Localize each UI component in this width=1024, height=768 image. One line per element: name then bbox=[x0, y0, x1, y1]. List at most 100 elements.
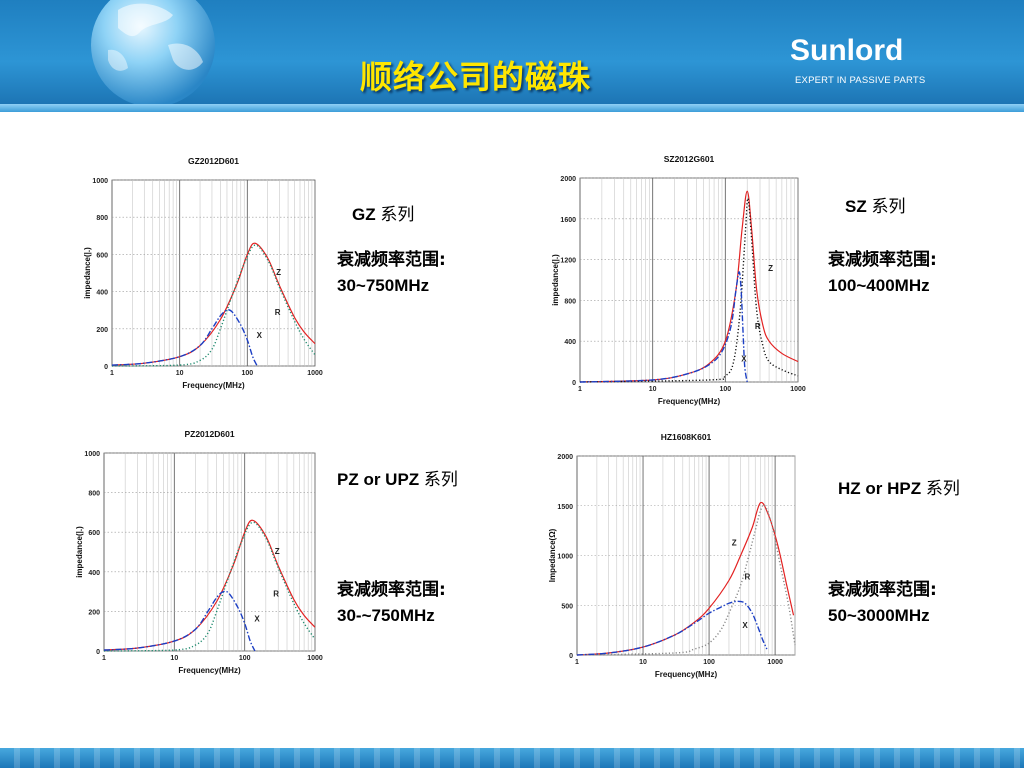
series-name: GZ bbox=[352, 205, 376, 224]
range-value: 30~750MHz bbox=[337, 276, 430, 295]
range-value: 30-~750MHz bbox=[337, 606, 435, 625]
series-name: PZ or UPZ bbox=[337, 470, 420, 489]
curve-label-r: R bbox=[755, 322, 761, 331]
series-r-line bbox=[576, 504, 796, 656]
x-tick-label: 1000 bbox=[790, 386, 806, 393]
y-tick-label: 800 bbox=[88, 491, 100, 498]
x-axis-label: Frequency(MHz) bbox=[658, 397, 721, 406]
series-r-line bbox=[579, 197, 799, 383]
y-tick-label: 1000 bbox=[84, 451, 100, 458]
series-suffix: 系列 bbox=[380, 205, 415, 225]
x-tick-label: 1 bbox=[575, 659, 579, 666]
y-tick-label: 400 bbox=[96, 290, 108, 297]
x-axis-label: Frequency(MHz) bbox=[178, 666, 241, 675]
series-name: SZ bbox=[845, 197, 867, 216]
chart-title: SZ2012G601 bbox=[664, 154, 715, 164]
y-axis-label: Impedance(Ω) bbox=[548, 528, 557, 582]
plot-area bbox=[579, 177, 799, 383]
x-tick-label: 1 bbox=[102, 655, 106, 662]
x-tick-label: 100 bbox=[241, 370, 253, 377]
series-label-gz: GZ 系列 bbox=[352, 200, 414, 225]
range-value: 100~400MHz bbox=[828, 276, 930, 295]
y-axis-label: impedance(|.) bbox=[83, 247, 92, 299]
curve-label-z: Z bbox=[276, 268, 281, 277]
range-block-hz: 衰减频率范围: 50~3000MHz bbox=[828, 577, 937, 629]
curve-label-r: R bbox=[275, 308, 281, 317]
series-r-line bbox=[111, 244, 316, 367]
plot-area bbox=[103, 452, 316, 652]
x-axis-label: Frequency(MHz) bbox=[655, 670, 718, 679]
y-tick-label: 400 bbox=[564, 339, 576, 346]
y-tick-label: 2000 bbox=[560, 176, 576, 183]
x-tick-label: 100 bbox=[239, 655, 251, 662]
x-tick-label: 1000 bbox=[767, 659, 783, 666]
y-tick-label: 0 bbox=[572, 380, 576, 387]
y-axis-label: impedance(|.) bbox=[75, 526, 84, 578]
x-tick-label: 1 bbox=[578, 386, 582, 393]
header-divider bbox=[0, 104, 1024, 112]
y-tick-label: 400 bbox=[88, 570, 100, 577]
chart-hz1608k601: 0 500 1000 1500 2000 1 10 100 1000 HZ1608K601 Freq… bbox=[548, 432, 796, 679]
curve-label-r: R bbox=[273, 590, 279, 599]
series-x-line bbox=[111, 309, 258, 367]
range-block-sz: 衰减频率范围: 100~400MHz bbox=[828, 247, 937, 299]
grid bbox=[111, 179, 315, 367]
y-tick-label: 0 bbox=[104, 364, 108, 371]
series-suffix: 系列 bbox=[871, 197, 906, 217]
y-tick-label: 500 bbox=[561, 603, 573, 610]
curve-label-z: Z bbox=[275, 547, 280, 556]
y-tick-label: 800 bbox=[564, 298, 576, 305]
curve-label-r: R bbox=[744, 572, 750, 581]
series-suffix: 系列 bbox=[925, 479, 960, 499]
range-value: 50~3000MHz bbox=[828, 606, 930, 625]
curve-label-z: Z bbox=[768, 264, 773, 273]
range-label: 衰减频率范围: bbox=[337, 250, 446, 270]
series-r-line bbox=[103, 521, 316, 652]
y-tick-label: 2000 bbox=[557, 454, 573, 461]
footer-stripe bbox=[0, 748, 1024, 768]
range-label: 衰减频率范围: bbox=[337, 580, 446, 600]
y-tick-label: 0 bbox=[96, 649, 100, 656]
x-axis-label: Frequency(MHz) bbox=[182, 381, 245, 390]
curve-label-x: X bbox=[741, 355, 747, 364]
plot-area bbox=[111, 179, 316, 367]
series-name: HZ or HPZ bbox=[838, 479, 922, 498]
chart-title: GZ2012D601 bbox=[188, 156, 239, 166]
series-label-pz: PZ or UPZ 系列 bbox=[337, 465, 458, 490]
y-tick-label: 1000 bbox=[557, 554, 573, 561]
grid bbox=[576, 455, 796, 656]
curve-label-x: X bbox=[742, 621, 748, 630]
chart-title: PZ2012D601 bbox=[184, 429, 234, 439]
grid bbox=[103, 452, 315, 652]
x-tick-label: 100 bbox=[703, 659, 715, 666]
y-tick-label: 600 bbox=[96, 252, 108, 259]
series-label-sz: SZ 系列 bbox=[845, 192, 905, 217]
series-label-hz: HZ or HPZ 系列 bbox=[838, 474, 960, 499]
y-tick-label: 1600 bbox=[560, 217, 576, 224]
range-label: 衰减频率范围: bbox=[828, 250, 937, 270]
curve-label-z: Z bbox=[732, 539, 737, 548]
y-tick-label: 600 bbox=[88, 530, 100, 537]
slide-title: 顺络公司的磁珠 bbox=[360, 58, 592, 96]
globe-logo-icon bbox=[91, 0, 215, 107]
series-z-line bbox=[111, 242, 316, 366]
range-label: 衰减频率范围: bbox=[828, 580, 937, 600]
x-tick-label: 1000 bbox=[307, 370, 323, 377]
series-suffix: 系列 bbox=[423, 470, 458, 490]
series-x-line bbox=[576, 600, 768, 656]
y-axis-label: impedance(|.) bbox=[551, 254, 560, 306]
x-tick-label: 10 bbox=[649, 386, 657, 393]
y-tick-label: 200 bbox=[88, 609, 100, 616]
curve-label-x: X bbox=[257, 331, 263, 340]
y-tick-label: 0 bbox=[569, 653, 573, 660]
x-tick-label: 1 bbox=[110, 370, 114, 377]
y-tick-label: 1500 bbox=[557, 504, 573, 511]
x-tick-label: 1000 bbox=[307, 655, 323, 662]
y-tick-label: 1200 bbox=[560, 258, 576, 265]
brand-logo: Sunlord bbox=[790, 34, 904, 67]
x-tick-label: 10 bbox=[170, 655, 178, 662]
x-tick-label: 100 bbox=[719, 386, 731, 393]
series-x-line bbox=[103, 590, 256, 652]
y-tick-label: 1000 bbox=[92, 178, 108, 185]
chart-gz2012d601: 0 200 400 600 800 1000 1 10 100 1000 GZ2012D601 Fre… bbox=[83, 156, 323, 390]
